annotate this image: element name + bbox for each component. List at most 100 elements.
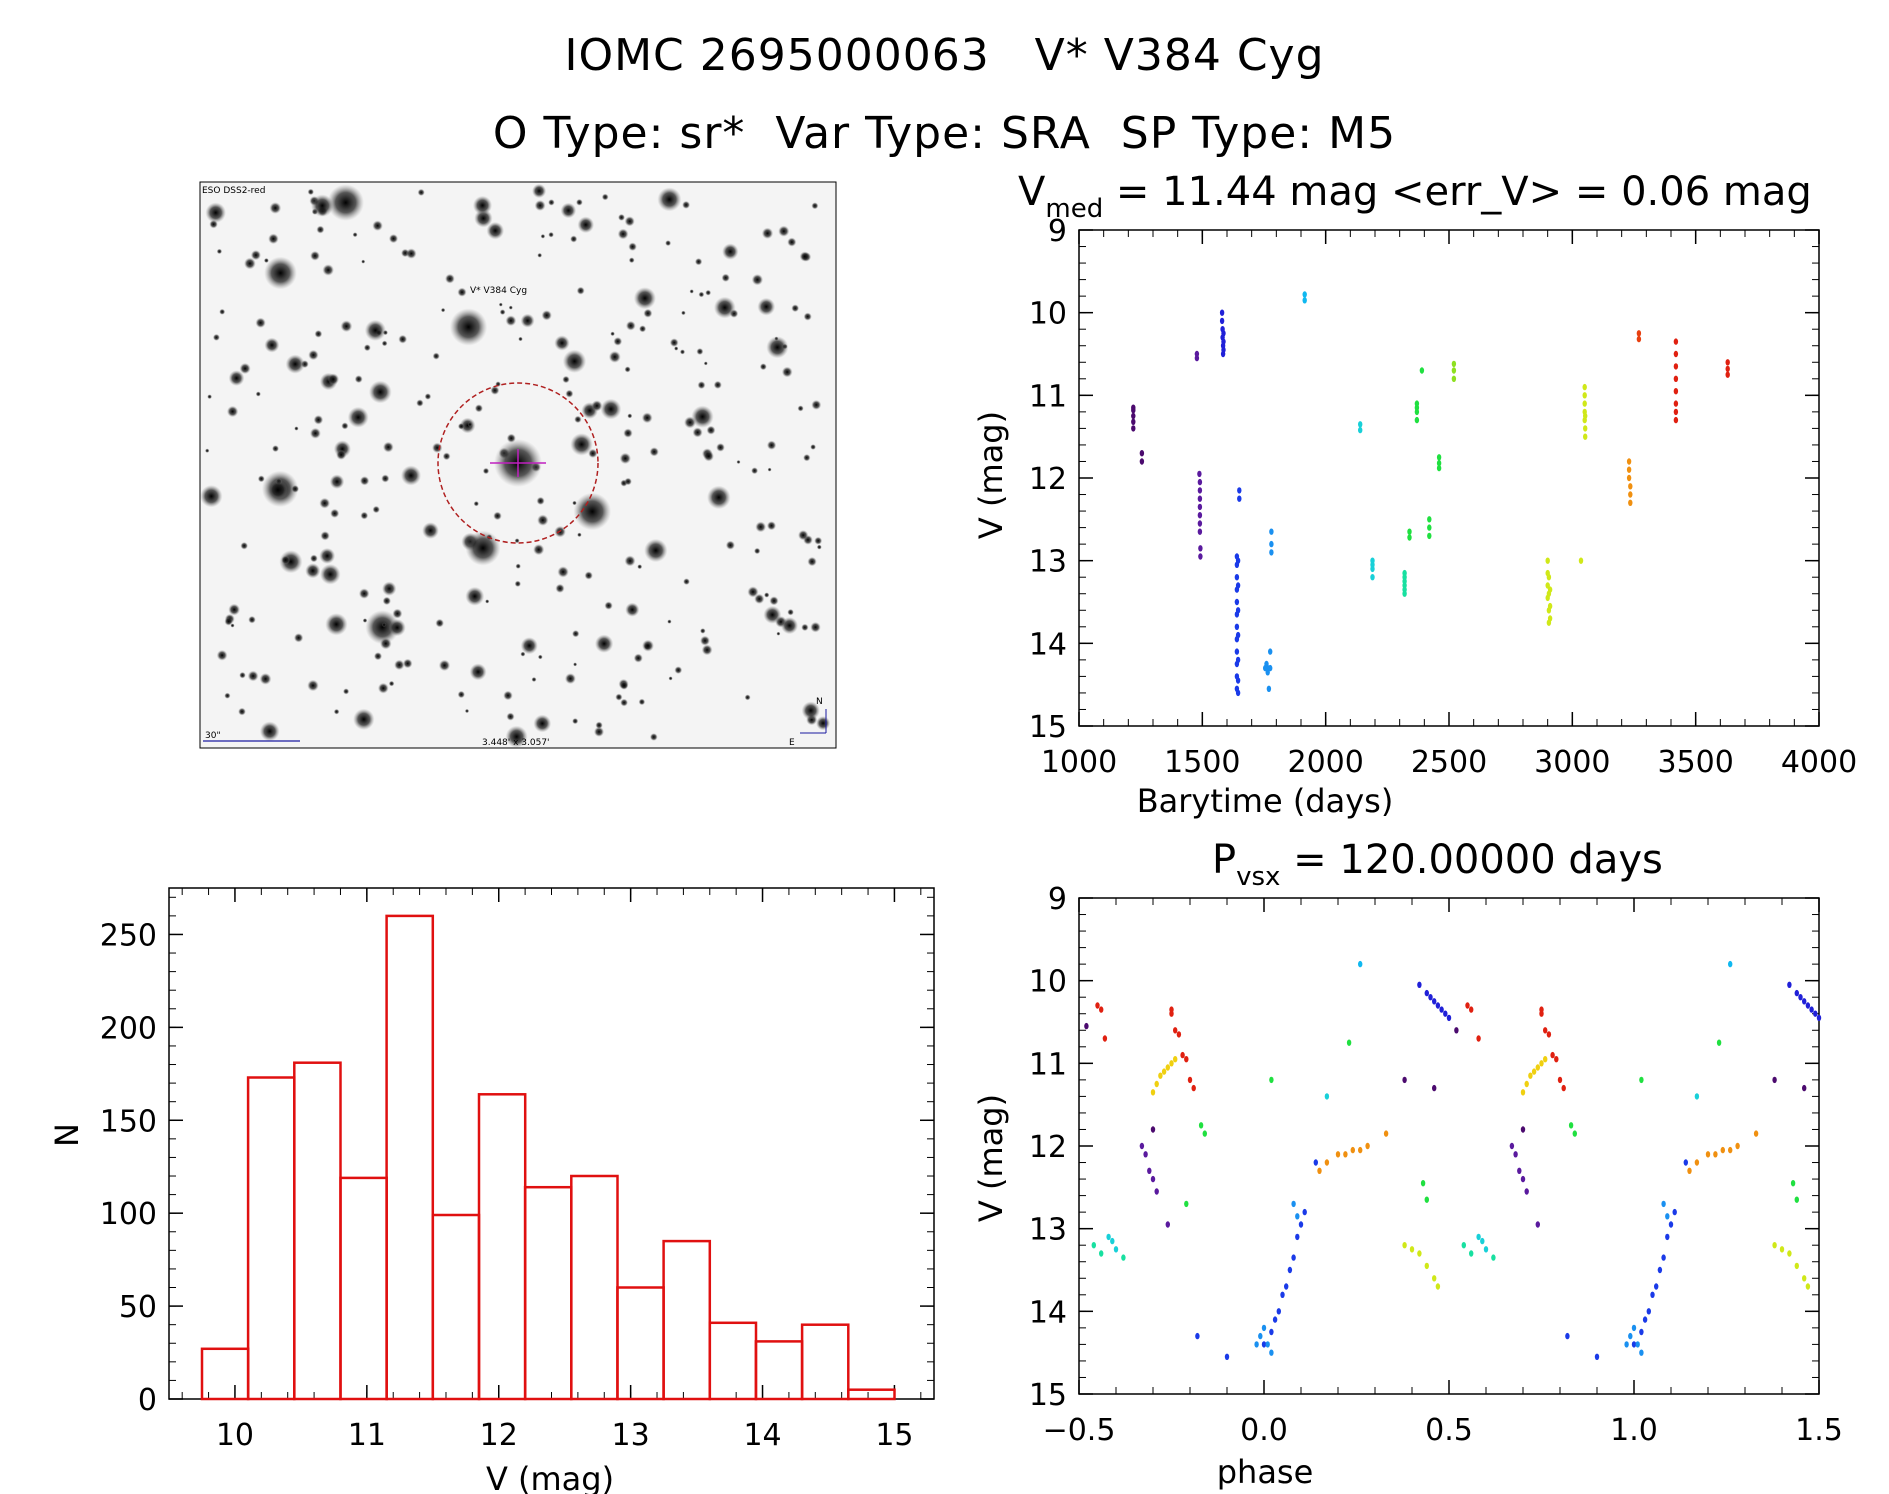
figure-title: IOMC 2695000063 V* V384 Cyg: [564, 30, 1325, 81]
data-point: [1424, 1262, 1430, 1270]
star: [548, 231, 554, 238]
star: [577, 532, 582, 538]
data-point: [1335, 1151, 1341, 1158]
star: [457, 287, 467, 297]
data-point: [1131, 407, 1136, 414]
star: [313, 415, 324, 425]
star: [499, 309, 506, 315]
data-point: [1139, 450, 1145, 457]
star: [365, 610, 400, 645]
star: [594, 634, 614, 653]
star: [576, 286, 585, 295]
histogram-bar: [570, 1174, 619, 1401]
data-point: [1407, 528, 1412, 535]
star: [601, 193, 609, 201]
star: [769, 596, 779, 606]
data-point: [1443, 1010, 1448, 1017]
data-point: [1665, 1233, 1670, 1241]
star: [226, 405, 239, 418]
data-point: [1402, 574, 1407, 581]
star: [716, 443, 725, 452]
data-point: [1234, 598, 1240, 606]
data-point: [1235, 631, 1241, 639]
data-point: [1131, 412, 1136, 420]
data-point: [1568, 1122, 1574, 1129]
data-point: [1513, 1151, 1518, 1158]
star: [627, 413, 633, 419]
star: [216, 649, 228, 661]
star: [761, 227, 774, 239]
star: [642, 639, 654, 652]
star: [751, 467, 759, 475]
data-point: [1402, 590, 1407, 597]
star: [230, 623, 235, 628]
data-point: [1635, 1341, 1640, 1348]
scale-label: 30": [205, 731, 221, 741]
data-point: [1480, 1237, 1485, 1245]
lightcurve-xlabel: Barytime (days): [1137, 782, 1394, 820]
data-point: [1531, 1068, 1537, 1075]
star: [692, 427, 703, 438]
star: [641, 412, 653, 424]
data-point: [1261, 1324, 1267, 1332]
data-point: [1224, 1353, 1230, 1361]
data-point: [1235, 607, 1241, 614]
data-point: [1219, 317, 1225, 325]
star: [584, 571, 593, 580]
star: [574, 415, 582, 424]
data-point: [1628, 1332, 1633, 1340]
star: [810, 621, 821, 633]
star: [503, 690, 513, 701]
data-point: [1509, 1142, 1515, 1150]
data-point: [1358, 421, 1363, 428]
star: [637, 564, 643, 570]
data-point: [1198, 1122, 1204, 1129]
data-point: [1451, 367, 1457, 374]
x-tick-label: 11: [348, 1418, 386, 1453]
data-point: [1432, 1275, 1437, 1282]
star: [435, 618, 445, 628]
star: [291, 485, 300, 493]
star: [623, 428, 633, 438]
data-point: [1650, 1291, 1655, 1299]
star: [482, 467, 490, 475]
star: [416, 399, 424, 407]
data-point: [1139, 458, 1145, 465]
star: [747, 586, 759, 598]
plot-frame: [1078, 897, 1820, 1395]
star: [381, 474, 390, 483]
x-tick-label: 10: [216, 1418, 254, 1453]
star: [674, 346, 679, 351]
star: [269, 202, 282, 214]
figure-subtitle: O Type: sr* Var Type: SRA SP Type: M5: [492, 108, 1397, 159]
data-point: [1772, 1076, 1777, 1084]
data-point: [1409, 1246, 1415, 1253]
data-point: [1180, 1051, 1185, 1059]
star: [744, 694, 751, 701]
y-tick-label: 10: [1029, 297, 1067, 332]
target-circle: [437, 382, 599, 544]
star: [555, 583, 565, 594]
data-point: [1483, 1246, 1489, 1253]
star: [432, 352, 440, 360]
data-point: [1557, 1076, 1563, 1084]
data-point: [1550, 1051, 1555, 1059]
data-point: [1099, 1250, 1104, 1257]
star: [327, 373, 340, 386]
data-point: [1753, 1130, 1759, 1137]
data-point: [1346, 1039, 1352, 1046]
data-point: [1547, 586, 1553, 593]
star: [329, 474, 345, 490]
star: [381, 622, 387, 628]
phased-title: Pvsx = 120.00000 days: [1212, 837, 1663, 892]
star: [474, 404, 483, 413]
star: [432, 442, 443, 453]
star: [364, 319, 386, 341]
data-point: [1268, 664, 1273, 672]
star: [780, 617, 799, 635]
data-point: [1454, 1027, 1459, 1034]
y-tick-label: 250: [100, 918, 157, 953]
star: [394, 659, 405, 671]
y-tick-label: 12: [1029, 462, 1067, 497]
y-tick-label: 12: [1029, 1130, 1067, 1165]
